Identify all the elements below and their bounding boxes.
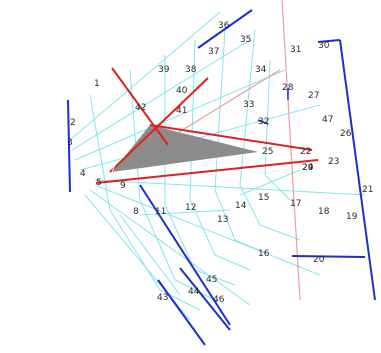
label-2: 2 [70,118,76,128]
pink-vertical-line [281,0,301,301]
label-37: 37 [208,47,219,57]
label-40: 40 [176,86,188,96]
label-16: 16 [258,249,270,259]
red-line-a [111,67,169,146]
label-23: 23 [328,157,339,167]
label-26: 26 [340,129,352,139]
blue-line-left [67,99,71,193]
label-33: 33 [243,100,254,110]
label-27: 27 [308,91,319,101]
grid-ray [71,39,251,151]
label-8: 8 [133,207,139,217]
label-11: 11 [155,207,166,217]
blue-line-right [339,39,376,301]
red-lines [95,67,319,184]
label-36: 36 [218,21,230,31]
grid-rib [189,39,251,271]
red-line-b [109,77,209,173]
label-1: 1 [94,79,100,89]
label-25: 25 [262,147,273,157]
label-18: 18 [318,207,330,217]
label-9: 9 [120,181,126,191]
label-4: 4 [80,169,86,179]
label-20: 20 [313,255,325,265]
blue-ticks [257,88,289,125]
label-6: 6 [128,139,134,149]
grid-rib [214,29,271,256]
label-28: 28 [282,83,294,93]
blue-lines [67,9,376,346]
grid-rib [264,59,291,201]
blue-line-horizontal [291,255,366,258]
blue-line-top-right [317,39,341,43]
grid-rib [239,29,301,241]
label-32: 32 [258,117,269,127]
red-line-d [95,159,319,184]
label-31: 31 [290,45,301,55]
label-17: 17 [290,199,301,209]
label-42: 42 [135,103,146,113]
label-29: 29 [302,163,314,173]
grid-rib [139,209,231,216]
label-13: 13 [217,215,228,225]
grid-rib [89,94,201,311]
blue-line-diag-3 [157,279,206,346]
grid-ray [89,189,251,306]
label-12: 12 [185,203,196,213]
label-46: 46 [213,295,225,305]
label-38: 38 [185,65,197,75]
red-line-c [149,124,313,151]
label-5: 5 [96,178,102,188]
label-15: 15 [258,193,269,203]
label-19: 19 [346,212,358,222]
label-21: 21 [362,185,373,195]
node-labels: 1 2 3 4 5 6 7 8 9 11 12 13 14 15 16 17 1… [67,21,373,305]
grid-ray [94,179,366,196]
blue-line-top [197,9,253,49]
label-43: 43 [157,293,168,303]
label-39: 39 [158,65,170,75]
label-45: 45 [206,275,217,285]
gray-wedge [112,125,258,172]
label-3: 3 [67,138,73,148]
label-22: 22 [300,147,311,157]
label-35: 35 [240,35,251,45]
label-41: 41 [176,106,187,116]
grid-rib [119,214,181,296]
grid-rib [129,69,216,301]
grid-rib [239,169,301,196]
label-44: 44 [188,287,200,297]
grid-ray [94,184,321,276]
label-47: 47 [322,115,333,125]
grid-ray [69,11,221,141]
blue-line-diag-2 [179,267,231,331]
blue-line-diag-1 [139,184,231,326]
label-14: 14 [235,201,247,211]
label-7: 7 [110,165,116,175]
label-34: 34 [255,65,267,75]
label-30: 30 [318,41,330,51]
blue-tick [257,119,269,125]
label-24: 24 [302,163,314,173]
